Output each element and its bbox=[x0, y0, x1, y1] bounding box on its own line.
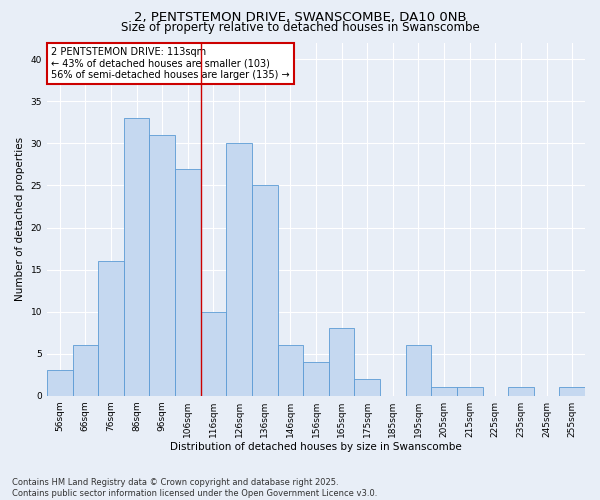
Bar bbox=[252, 186, 278, 396]
Text: Size of property relative to detached houses in Swanscombe: Size of property relative to detached ho… bbox=[121, 22, 479, 35]
Bar bbox=[47, 370, 73, 396]
Bar bbox=[124, 118, 149, 396]
Bar bbox=[175, 168, 200, 396]
Text: 2 PENTSTEMON DRIVE: 113sqm
← 43% of detached houses are smaller (103)
56% of sem: 2 PENTSTEMON DRIVE: 113sqm ← 43% of deta… bbox=[51, 46, 290, 80]
Bar bbox=[278, 345, 303, 396]
Text: 2, PENTSTEMON DRIVE, SWANSCOMBE, DA10 0NB: 2, PENTSTEMON DRIVE, SWANSCOMBE, DA10 0N… bbox=[134, 12, 466, 24]
Bar bbox=[303, 362, 329, 396]
Bar bbox=[431, 388, 457, 396]
Bar bbox=[329, 328, 355, 396]
Bar bbox=[226, 144, 252, 396]
Y-axis label: Number of detached properties: Number of detached properties bbox=[15, 137, 25, 301]
Bar bbox=[508, 388, 534, 396]
Bar bbox=[73, 345, 98, 396]
Bar bbox=[98, 261, 124, 396]
Bar bbox=[200, 312, 226, 396]
Bar bbox=[149, 135, 175, 396]
Bar bbox=[457, 388, 482, 396]
X-axis label: Distribution of detached houses by size in Swanscombe: Distribution of detached houses by size … bbox=[170, 442, 462, 452]
Bar bbox=[559, 388, 585, 396]
Bar bbox=[355, 379, 380, 396]
Bar bbox=[406, 345, 431, 396]
Text: Contains HM Land Registry data © Crown copyright and database right 2025.
Contai: Contains HM Land Registry data © Crown c… bbox=[12, 478, 377, 498]
